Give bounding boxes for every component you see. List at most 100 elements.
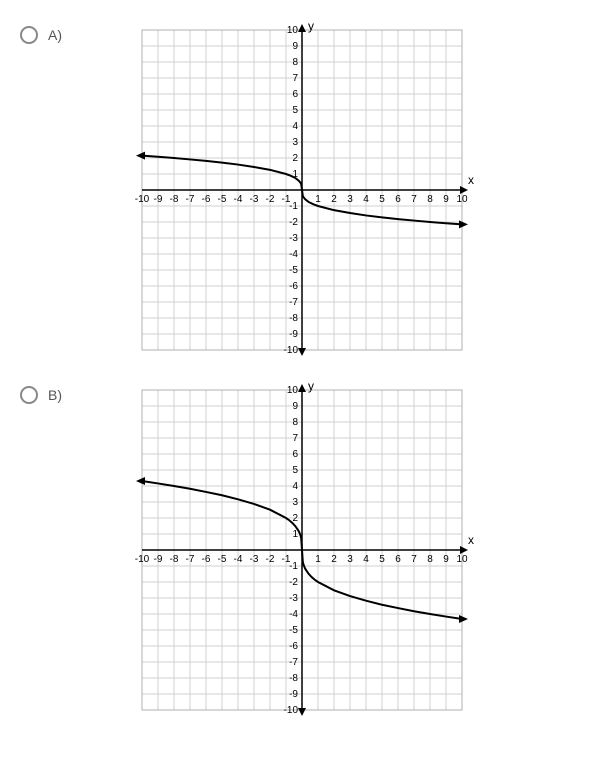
x-tick-label: -5 (218, 194, 227, 205)
x-axis-label: x (468, 173, 474, 187)
coordinate-chart: -10-9-8-7-6-5-4-3-2-112345678910-10-9-8-… (82, 20, 512, 360)
coordinate-chart: -10-9-8-7-6-5-4-3-2-112345678910-10-9-8-… (82, 380, 512, 720)
y-tick-label: 7 (292, 73, 298, 84)
x-tick-label: 4 (363, 554, 369, 565)
x-tick-label: -2 (266, 554, 275, 565)
y-tick-label: -6 (289, 281, 298, 292)
y-tick-label: 2 (292, 513, 298, 524)
x-tick-label: -7 (186, 194, 195, 205)
x-tick-label: -3 (250, 554, 259, 565)
y-tick-label: -7 (289, 657, 298, 668)
x-tick-label: 8 (427, 194, 433, 205)
option-label: A) (48, 27, 62, 43)
curve-left-arrow-icon (136, 152, 145, 160)
x-tick-label: 4 (363, 194, 369, 205)
curve-left-arrow-icon (136, 477, 145, 485)
x-axis-arrow-icon (460, 546, 468, 554)
radio-container: A) (20, 26, 62, 44)
y-tick-label: 6 (292, 89, 298, 100)
x-tick-label: -7 (186, 554, 195, 565)
x-tick-label: -5 (218, 554, 227, 565)
x-tick-label: 7 (411, 194, 417, 205)
y-tick-label: -10 (284, 345, 299, 356)
y-tick-label: 4 (292, 481, 298, 492)
x-tick-label: -2 (266, 194, 275, 205)
y-tick-label: -8 (289, 313, 298, 324)
x-tick-label: 10 (456, 194, 468, 205)
answer-option-row: B)-10-9-8-7-6-5-4-3-2-112345678910-10-9-… (20, 380, 578, 720)
y-tick-label: 10 (287, 25, 299, 36)
y-tick-label: 8 (292, 417, 298, 428)
y-tick-label: -1 (289, 201, 298, 212)
y-tick-label: -1 (289, 561, 298, 572)
y-tick-label: -4 (289, 249, 298, 260)
y-axis-arrow-down-icon (298, 348, 306, 356)
y-tick-label: 3 (292, 137, 298, 148)
x-tick-label: 3 (347, 194, 353, 205)
x-tick-label: 6 (395, 554, 401, 565)
x-tick-label: 5 (379, 554, 385, 565)
y-tick-label: 3 (292, 497, 298, 508)
x-tick-label: 1 (315, 554, 321, 565)
x-tick-label: -4 (234, 194, 243, 205)
y-tick-label: -4 (289, 609, 298, 620)
x-tick-label: -4 (234, 554, 243, 565)
option-radio[interactable] (20, 26, 38, 44)
y-tick-label: 9 (292, 401, 298, 412)
y-tick-label: -8 (289, 673, 298, 684)
y-tick-label: -7 (289, 297, 298, 308)
x-tick-label: 7 (411, 554, 417, 565)
answer-option-row: A)-10-9-8-7-6-5-4-3-2-112345678910-10-9-… (20, 20, 578, 360)
y-tick-label: -9 (289, 329, 298, 340)
y-axis-label: y (308, 380, 314, 393)
y-tick-label: -5 (289, 265, 298, 276)
chart-wrapper: -10-9-8-7-6-5-4-3-2-112345678910-10-9-8-… (82, 380, 512, 720)
y-tick-label: 8 (292, 57, 298, 68)
y-tick-label: 4 (292, 121, 298, 132)
x-tick-label: -8 (170, 194, 179, 205)
x-tick-label: -9 (154, 554, 163, 565)
y-tick-label: -3 (289, 593, 298, 604)
curve-right-arrow-icon (459, 615, 468, 623)
y-tick-label: 5 (292, 105, 298, 116)
option-radio[interactable] (20, 386, 38, 404)
y-tick-label: -10 (284, 705, 299, 716)
radio-container: B) (20, 386, 62, 404)
x-tick-label: -6 (202, 194, 211, 205)
x-tick-label: -6 (202, 554, 211, 565)
y-tick-label: -2 (289, 217, 298, 228)
y-tick-label: -2 (289, 577, 298, 588)
y-tick-label: 6 (292, 449, 298, 460)
x-tick-label: 8 (427, 554, 433, 565)
x-tick-label: 2 (331, 194, 337, 205)
chart-wrapper: -10-9-8-7-6-5-4-3-2-112345678910-10-9-8-… (82, 20, 512, 360)
x-tick-label: -10 (135, 554, 150, 565)
y-tick-label: -5 (289, 625, 298, 636)
y-tick-label: -6 (289, 641, 298, 652)
y-axis-arrow-up-icon (298, 24, 306, 32)
y-tick-label: 5 (292, 465, 298, 476)
x-tick-label: 9 (443, 194, 449, 205)
y-tick-label: 7 (292, 433, 298, 444)
y-tick-label: 2 (292, 153, 298, 164)
x-tick-label: -9 (154, 194, 163, 205)
x-axis-arrow-icon (460, 186, 468, 194)
y-axis-arrow-up-icon (298, 384, 306, 392)
x-tick-label: -3 (250, 194, 259, 205)
curve-right-arrow-icon (459, 220, 468, 228)
x-tick-label: -10 (135, 194, 150, 205)
y-tick-label: 9 (292, 41, 298, 52)
x-tick-label: 2 (331, 554, 337, 565)
x-tick-label: 1 (315, 194, 321, 205)
y-tick-label: -3 (289, 233, 298, 244)
x-tick-label: 9 (443, 554, 449, 565)
y-axis-label: y (308, 20, 314, 33)
x-tick-label: 5 (379, 194, 385, 205)
y-tick-label: -9 (289, 689, 298, 700)
option-label: B) (48, 387, 62, 403)
x-tick-label: 10 (456, 554, 468, 565)
y-tick-label: 10 (287, 385, 299, 396)
x-axis-label: x (468, 533, 474, 547)
x-tick-label: 6 (395, 194, 401, 205)
x-tick-label: -8 (170, 554, 179, 565)
